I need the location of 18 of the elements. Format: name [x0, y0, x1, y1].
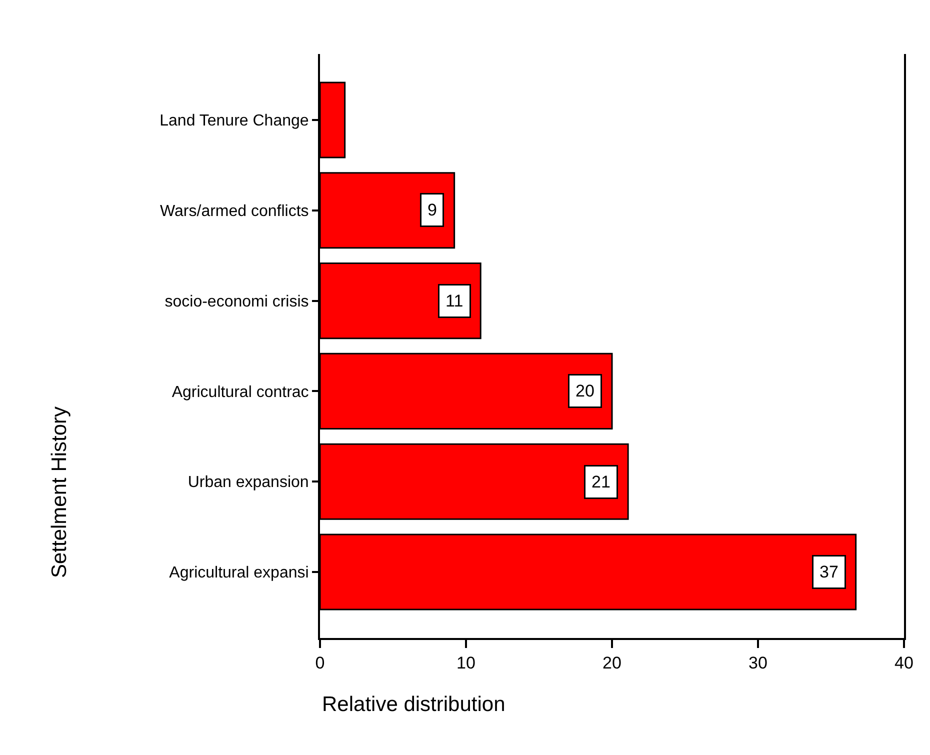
- y-tick-label: Agricultural expansi: [169, 564, 309, 582]
- y-tick-label: Wars/armed conflicts: [160, 203, 309, 220]
- data-label: 37: [820, 562, 838, 582]
- y-tick-label: Agricultural contrac: [172, 384, 309, 401]
- x-tick-label: 40: [894, 653, 914, 672]
- x-tick-label: 30: [748, 653, 768, 672]
- x-tick-label: 10: [456, 653, 476, 672]
- y-axis-title: Settelment History: [48, 406, 72, 578]
- x-tick-label: 0: [315, 653, 325, 672]
- x-axis-title: Relative distribution: [322, 693, 506, 716]
- data-label: 20: [576, 382, 594, 400]
- y-tick-label: socio-economi crisis: [164, 293, 309, 310]
- data-label: 21: [592, 472, 610, 492]
- data-label: 9: [428, 200, 437, 220]
- x-tick-label: 20: [602, 653, 622, 672]
- y-tick-label: Urban expansion: [188, 474, 309, 492]
- data-label: 11: [446, 292, 464, 310]
- y-tick-label: Land Tenure Change: [160, 112, 309, 130]
